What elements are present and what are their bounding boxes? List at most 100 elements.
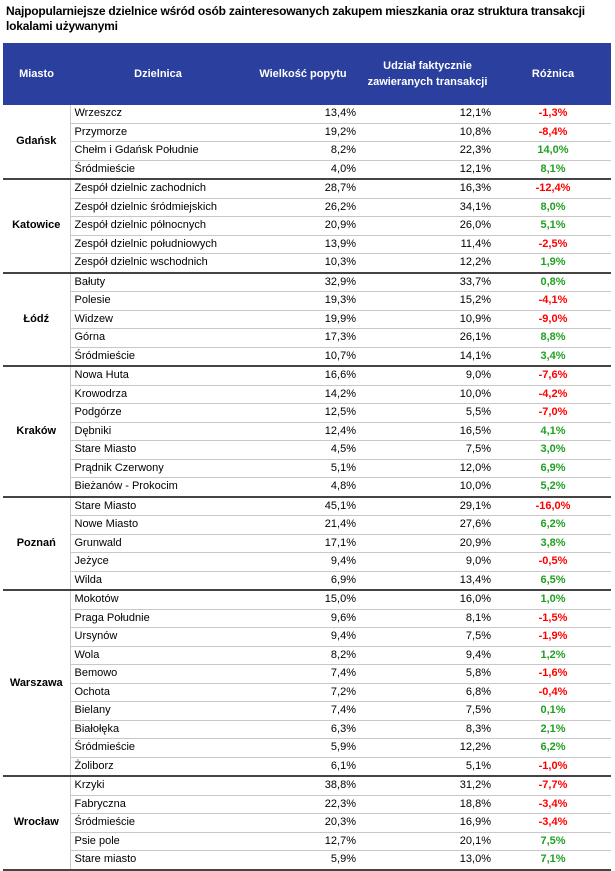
diff-cell: 6,9%	[495, 459, 611, 478]
diff-cell: -4,2%	[495, 385, 611, 404]
table-row: Białołęka 6,3% 8,3% 2,1%	[3, 720, 611, 739]
share-cell: 31,2%	[360, 776, 495, 796]
share-cell: 6,8%	[360, 683, 495, 702]
diff-cell: 5,2%	[495, 477, 611, 498]
share-cell: 10,9%	[360, 310, 495, 329]
district-cell: Stare Miasto	[70, 496, 246, 516]
diff-cell: 0,8%	[495, 272, 611, 292]
share-cell: 5,5%	[360, 403, 495, 423]
diff-cell: 6,5%	[495, 571, 611, 591]
district-cell: Śródmieście	[70, 813, 246, 833]
district-cell: Zespół dzielnic śródmiejskich	[70, 198, 246, 217]
city-cell: Warszawa	[3, 590, 71, 777]
diff-cell: -0,4%	[495, 683, 611, 702]
district-cell: Krowodrza	[70, 385, 246, 404]
diff-cell: -1,0%	[495, 757, 611, 777]
share-cell: 33,7%	[360, 272, 495, 292]
district-cell: Zespół dzielnic zachodnich	[70, 179, 246, 199]
table-row: Katowice Zespół dzielnic zachodnich 28,7% 1…	[3, 179, 611, 274]
share-cell: 10,0%	[360, 477, 495, 498]
diff-cell: -3,4%	[495, 795, 611, 814]
demand-cell: 7,2%	[246, 683, 360, 702]
header-district: Dzielnica	[70, 43, 246, 105]
data-table: Miasto Dzielnica Wielkość popytu Udział …	[3, 43, 611, 871]
demand-cell: 9,4%	[246, 627, 360, 647]
diff-cell: -12,4%	[495, 179, 611, 199]
district-cell: Przymorze	[70, 123, 246, 142]
district-cell: Psie pole	[70, 832, 246, 851]
demand-cell: 5,9%	[246, 738, 360, 758]
table-row: Śródmieście 20,3% 16,9% -3,4%	[3, 813, 611, 833]
demand-cell: 21,4%	[246, 515, 360, 535]
demand-cell: 9,6%	[246, 609, 360, 628]
demand-cell: 26,2%	[246, 198, 360, 217]
demand-cell: 12,5%	[246, 403, 360, 423]
share-cell: 27,6%	[360, 515, 495, 535]
demand-cell: 12,4%	[246, 422, 360, 441]
district-cell: Jeżyce	[70, 552, 246, 572]
district-cell: Żoliborz	[70, 757, 246, 777]
table-row: Grunwald 17,1% 20,9% 3,8%	[3, 534, 611, 553]
table-row: Śródmieście 5,9% 12,2% 6,2%	[3, 738, 611, 758]
diff-cell: 7,1%	[495, 850, 611, 871]
share-cell: 12,2%	[360, 738, 495, 758]
demand-cell: 6,3%	[246, 720, 360, 739]
demand-cell: 19,3%	[246, 291, 360, 311]
share-cell: 34,1%	[360, 198, 495, 217]
table-row: Śródmieście 10,7% 14,1% 3,4%	[3, 347, 611, 367]
table-row: Zespół dzielnic południowych 13,9% 11,4% -2…	[3, 235, 611, 254]
diff-cell: 3,0%	[495, 440, 611, 460]
table-row: Żoliborz 6,1% 5,1% -1,0%	[3, 757, 611, 777]
district-cell: Górna	[70, 328, 246, 348]
table-row: Krowodrza 14,2% 10,0% -4,2%	[3, 385, 611, 404]
diff-cell: -7,0%	[495, 403, 611, 423]
district-cell: Stare miasto	[70, 850, 246, 871]
diff-cell: 1,0%	[495, 590, 611, 610]
diff-cell: 1,9%	[495, 253, 611, 274]
share-cell: 9,0%	[360, 366, 495, 386]
demand-cell: 17,1%	[246, 534, 360, 553]
share-cell: 13,4%	[360, 571, 495, 591]
diff-cell: 8,0%	[495, 198, 611, 217]
share-cell: 26,1%	[360, 328, 495, 348]
table-row: Nowe Miasto 21,4% 27,6% 6,2%	[3, 515, 611, 535]
district-cell: Nowe Miasto	[70, 515, 246, 535]
demand-cell: 8,2%	[246, 141, 360, 161]
diff-cell: -8,4%	[495, 123, 611, 142]
diff-cell: -3,4%	[495, 813, 611, 833]
share-cell: 12,2%	[360, 253, 495, 274]
share-cell: 10,8%	[360, 123, 495, 142]
city-cell: Wrocław	[3, 776, 71, 871]
diff-cell: 0,1%	[495, 701, 611, 721]
table-row: Bielany 7,4% 7,5% 0,1%	[3, 701, 611, 721]
diff-cell: 2,1%	[495, 720, 611, 739]
share-cell: 29,1%	[360, 496, 495, 516]
district-cell: Wrzeszcz	[70, 105, 246, 124]
table-row: Warszawa Mokotów 15,0% 16,0% 1,0%	[3, 590, 611, 777]
demand-cell: 7,4%	[246, 664, 360, 684]
share-cell: 5,1%	[360, 757, 495, 777]
diff-cell: -4,1%	[495, 291, 611, 311]
demand-cell: 10,3%	[246, 253, 360, 274]
demand-cell: 6,1%	[246, 757, 360, 777]
share-cell: 20,1%	[360, 832, 495, 851]
share-cell: 12,0%	[360, 459, 495, 478]
share-cell: 15,2%	[360, 291, 495, 311]
demand-cell: 5,9%	[246, 850, 360, 871]
district-cell: Bieżanów - Prokocim	[70, 477, 246, 498]
demand-cell: 4,0%	[246, 160, 360, 180]
city-cell: Łódź	[3, 272, 71, 367]
diff-cell: -7,6%	[495, 366, 611, 386]
share-cell: 9,4%	[360, 646, 495, 665]
share-cell: 26,0%	[360, 216, 495, 236]
demand-cell: 17,3%	[246, 328, 360, 348]
demand-cell: 4,5%	[246, 440, 360, 460]
header-diff: Różnica	[495, 43, 611, 105]
table-row: Dębniki 12,4% 16,5% 4,1%	[3, 422, 611, 441]
table-row: Polesie 19,3% 15,2% -4,1%	[3, 291, 611, 311]
demand-cell: 12,7%	[246, 832, 360, 851]
diff-cell: 3,8%	[495, 534, 611, 553]
table-row: Fabryczna 22,3% 18,8% -3,4%	[3, 795, 611, 814]
diff-cell: 14,0%	[495, 141, 611, 161]
diff-cell: 4,1%	[495, 422, 611, 441]
